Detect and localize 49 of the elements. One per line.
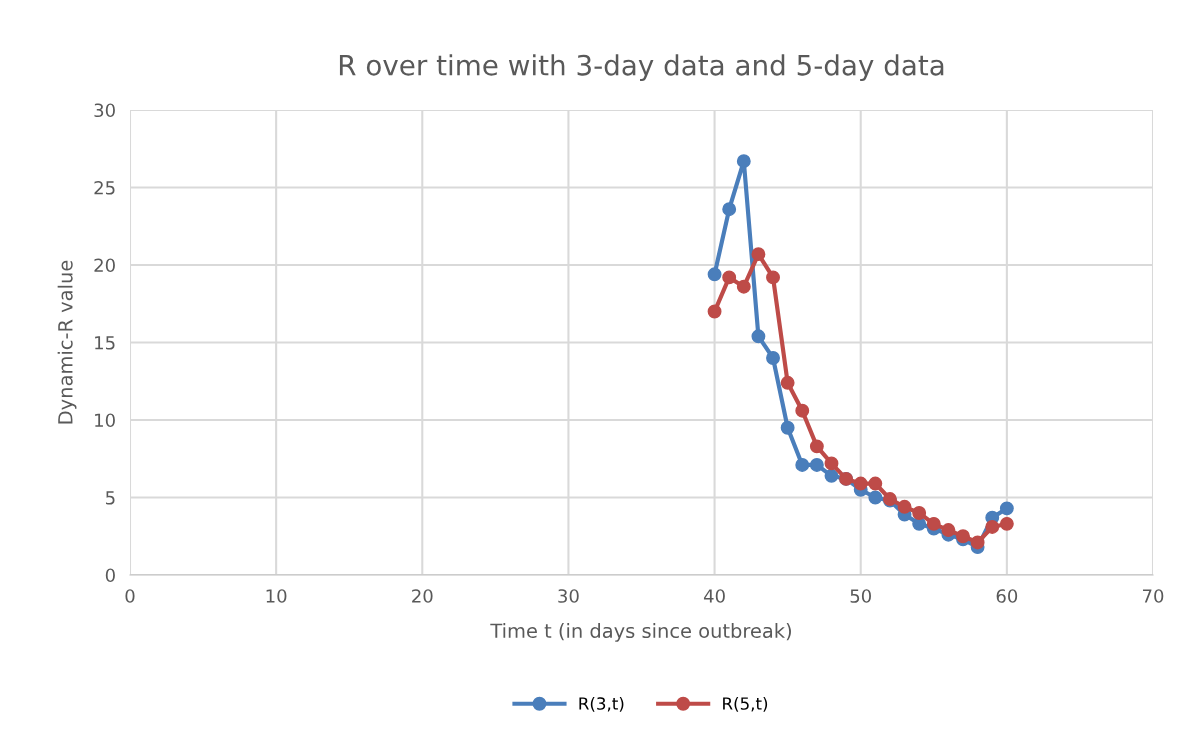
point xyxy=(853,476,868,491)
point xyxy=(766,270,780,285)
point xyxy=(751,247,766,262)
x-tick-label: 10 xyxy=(266,589,287,603)
y-tick-label: 30 xyxy=(94,103,115,118)
x-axis-title: Time t (in days since outbreak) xyxy=(490,623,791,642)
x-tick-label: 20 xyxy=(412,589,433,603)
legend-label: R(5,t) xyxy=(723,696,768,712)
point xyxy=(897,499,912,514)
point xyxy=(766,351,780,365)
point xyxy=(809,439,824,454)
y-tick-label: 0 xyxy=(105,568,115,583)
y-tick-label: 20 xyxy=(94,258,115,273)
x-tick-label: 0 xyxy=(125,589,135,603)
point xyxy=(736,154,751,169)
point xyxy=(941,523,956,537)
y-tick-label: 25 xyxy=(94,180,115,195)
point xyxy=(868,490,883,505)
legend-label: R(3,t) xyxy=(579,696,624,712)
x-tick-label: 60 xyxy=(996,589,1018,603)
point xyxy=(824,468,839,483)
point xyxy=(707,267,722,282)
point xyxy=(926,516,941,531)
chart-title: R over time with 3-day data and 5-day data xyxy=(339,54,944,82)
point xyxy=(707,304,722,319)
point xyxy=(912,506,927,520)
y-tick-label: 10 xyxy=(95,413,115,428)
point xyxy=(824,456,839,471)
point xyxy=(809,458,824,472)
point xyxy=(795,458,810,472)
y-tick-label: 5 xyxy=(106,491,115,505)
x-tick-label: 30 xyxy=(558,589,579,603)
point xyxy=(780,420,795,435)
point xyxy=(999,516,1014,531)
point xyxy=(795,403,810,418)
x-tick-label: 40 xyxy=(703,589,725,603)
point xyxy=(868,476,883,491)
x-tick-label: 70 xyxy=(1142,589,1164,603)
point xyxy=(736,279,751,294)
point xyxy=(722,202,737,217)
point xyxy=(970,535,985,550)
y-tick-label: 15 xyxy=(95,336,115,350)
point xyxy=(751,329,766,344)
y-axis-title: Dynamic-R value xyxy=(57,260,77,424)
point xyxy=(985,520,1000,534)
point xyxy=(999,501,1014,516)
point xyxy=(722,270,737,285)
x-tick-label: 50 xyxy=(850,589,871,603)
point xyxy=(780,375,795,390)
